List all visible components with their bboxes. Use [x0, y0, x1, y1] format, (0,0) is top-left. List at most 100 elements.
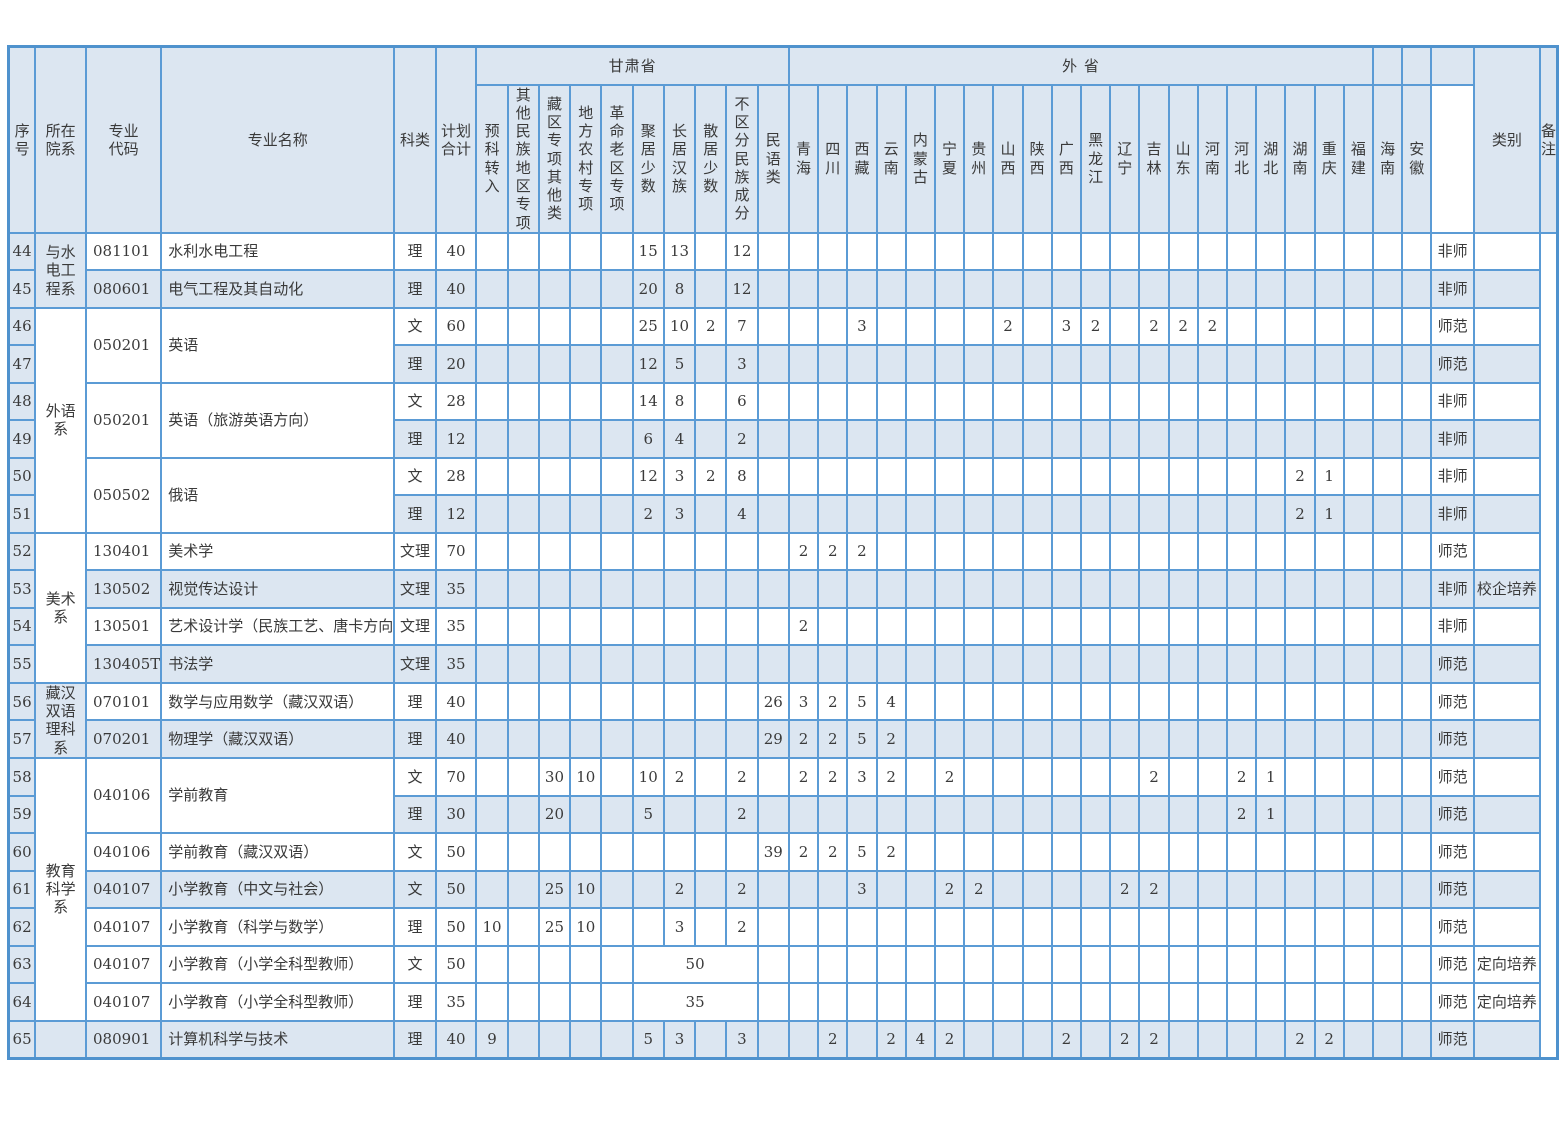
- cell-heilongjiang: [1079, 982, 1112, 1022]
- cell-anhui: [1401, 869, 1433, 910]
- cell-name: 俄语: [160, 456, 396, 534]
- cell-total: 20: [434, 344, 478, 384]
- cell-myl: [756, 269, 790, 309]
- cell-hunan: [1284, 381, 1316, 422]
- cell-kelei: 理: [393, 719, 437, 760]
- cell-bqf: [725, 832, 759, 872]
- cell-shanxi: [992, 344, 1024, 384]
- table-row: 58 教育 科学 系 040106 学前教育文 70 30 10 10 2 2 2 2 3 2 2 2 2 1 师范: [7, 757, 1558, 1022]
- cell-sj: [694, 1019, 728, 1060]
- cell-beizhu: [1472, 907, 1541, 947]
- cell-hainan: [1371, 606, 1404, 647]
- cell-hebei: [1225, 606, 1258, 647]
- cell-xizang: [846, 269, 878, 309]
- cell-fujian: [1342, 531, 1375, 572]
- cell-shandong: [1167, 644, 1199, 684]
- cell-leibie: 非师: [1430, 269, 1475, 309]
- cell-total: 35: [434, 982, 478, 1022]
- cell-jj: 20: [631, 269, 665, 309]
- cell-guizhou: [963, 494, 995, 534]
- cell-shanxi: [992, 231, 1024, 272]
- cell-jj: [631, 681, 665, 722]
- cell-guizhou: [963, 269, 995, 309]
- cell-sichuan: [817, 944, 849, 985]
- cell-zq: [537, 306, 572, 347]
- cell-jj: 10: [631, 757, 665, 797]
- table-row: 64 040107 小学教育（小学全科型教师）理 35 35 师范 定向培养: [7, 982, 1558, 1022]
- cell-shaanxi: [1021, 944, 1053, 985]
- cell-hubei: [1255, 681, 1287, 722]
- cell-hainan: [1371, 231, 1404, 272]
- cell-gmlq: [600, 944, 634, 985]
- cell-dfnc: [569, 832, 603, 872]
- cell-code: 070101: [84, 681, 163, 722]
- cell-hunan: [1284, 269, 1316, 309]
- cell-hunan: 2: [1284, 1019, 1316, 1060]
- cell-guizhou: [963, 982, 995, 1022]
- cell-total: 50: [434, 832, 478, 872]
- cell-shaanxi: [1021, 231, 1053, 272]
- cell-neimenggu: [904, 681, 936, 722]
- cell-kelei: 理: [393, 982, 437, 1022]
- cell-hebei: 2: [1225, 757, 1258, 797]
- cell-qtmz: [506, 231, 540, 272]
- cell-guizhou: [963, 757, 995, 797]
- cell-myl: [756, 794, 790, 835]
- cell-dfnc: 10: [569, 757, 603, 797]
- cell-xizang: 3: [846, 757, 878, 797]
- cell-shandong: [1167, 531, 1199, 572]
- cell-hebei: [1225, 456, 1258, 497]
- cell-cj: 10: [662, 306, 697, 347]
- cell-shanxi: [992, 944, 1024, 985]
- cell-total: 12: [434, 419, 478, 459]
- cell-shaanxi: [1021, 344, 1053, 384]
- cell-name: 视觉传达设计: [160, 569, 396, 609]
- enrollment-plan-table: 序 号所在 院系 专业 代码 专业名称 科类 计划 合计 甘肃省外 省类别 备注预 科 转 …: [7, 45, 1559, 1060]
- cell-zq: 25: [537, 907, 572, 947]
- cell-liaoning: [1109, 944, 1141, 985]
- cell-chongqing: [1313, 907, 1345, 947]
- cell-liaoning: [1109, 419, 1141, 459]
- cell-bqf: 12: [725, 269, 759, 309]
- cell-yk: [475, 569, 509, 609]
- col-header-province: 贵 州: [963, 83, 995, 234]
- cell-chongqing: [1313, 681, 1345, 722]
- cell-shanxi: [992, 531, 1024, 572]
- cell-shandong: [1167, 757, 1199, 797]
- cell-anhui: [1401, 344, 1433, 384]
- cell-jilin: [1138, 907, 1170, 947]
- cell-yk: [475, 344, 509, 384]
- cell-sj: [694, 832, 728, 872]
- cell-ningxia: [933, 381, 966, 422]
- cell-cj: [662, 606, 697, 647]
- cell-qtmz: [506, 719, 540, 760]
- cell-jilin: [1138, 982, 1170, 1022]
- cell-sj: [694, 644, 728, 684]
- cell-fujian: [1342, 494, 1375, 534]
- cell-shandong: [1167, 794, 1199, 835]
- cell-dept: 美术 系: [34, 531, 87, 684]
- cell-chongqing: [1313, 306, 1345, 347]
- cell-dfnc: [569, 419, 603, 459]
- cell-sj: [694, 757, 728, 797]
- cell-heilongjiang: [1079, 494, 1112, 534]
- cell-shaanxi: [1021, 644, 1053, 684]
- cell-dfnc: [569, 719, 603, 760]
- cell-xizang: 3: [846, 869, 878, 910]
- cell-beizhu: [1472, 381, 1541, 422]
- cell-liaoning: [1109, 606, 1141, 647]
- cell-hunan: [1284, 719, 1316, 760]
- cell-anhui: [1401, 231, 1433, 272]
- cell-neimenggu: [904, 344, 936, 384]
- cell-shanxi: [992, 569, 1024, 609]
- cell-yk: [475, 681, 509, 722]
- cell-fujian: [1342, 869, 1375, 910]
- cell-myl: [756, 531, 790, 572]
- cell-hebei: [1225, 569, 1258, 609]
- cell-shaanxi: [1021, 531, 1053, 572]
- cell-dfnc: [569, 569, 603, 609]
- cell-shandong: [1167, 419, 1199, 459]
- cell-qtmz: [506, 982, 540, 1022]
- cell-sj: [694, 719, 728, 760]
- cell-cj: 3: [662, 1019, 697, 1060]
